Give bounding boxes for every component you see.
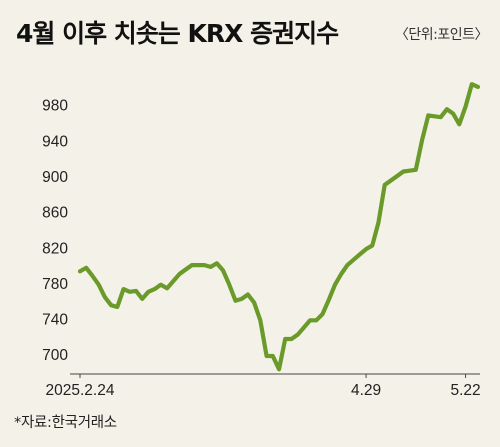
unit-label: 〈단위:포인트〉	[394, 27, 489, 43]
x-tick-label: 4.29	[351, 382, 381, 399]
chart-title: 4월 이후 치솟는 KRX 증권지수	[16, 19, 339, 48]
y-tick-label: 820	[42, 240, 68, 257]
series-line	[77, 82, 481, 372]
source-note: *자료:한국거래소	[14, 415, 117, 431]
y-tick-label: 980	[42, 98, 68, 115]
y-tick-label: 860	[42, 205, 68, 222]
series-layer	[77, 82, 481, 372]
y-tick-label: 700	[42, 347, 68, 364]
y-tick-label: 740	[42, 312, 68, 329]
y-axis-ticks: 700 740 780 820 860 900 940 980	[42, 98, 68, 364]
x-axis: 2025.2.24 4.29 5.22	[46, 373, 481, 399]
x-tick-label: 5.22	[450, 382, 480, 399]
y-tick-label: 780	[42, 276, 68, 293]
y-tick-label: 900	[42, 169, 68, 186]
y-tick-label: 940	[42, 133, 68, 150]
x-tick-label: 2025.2.24	[46, 382, 115, 399]
